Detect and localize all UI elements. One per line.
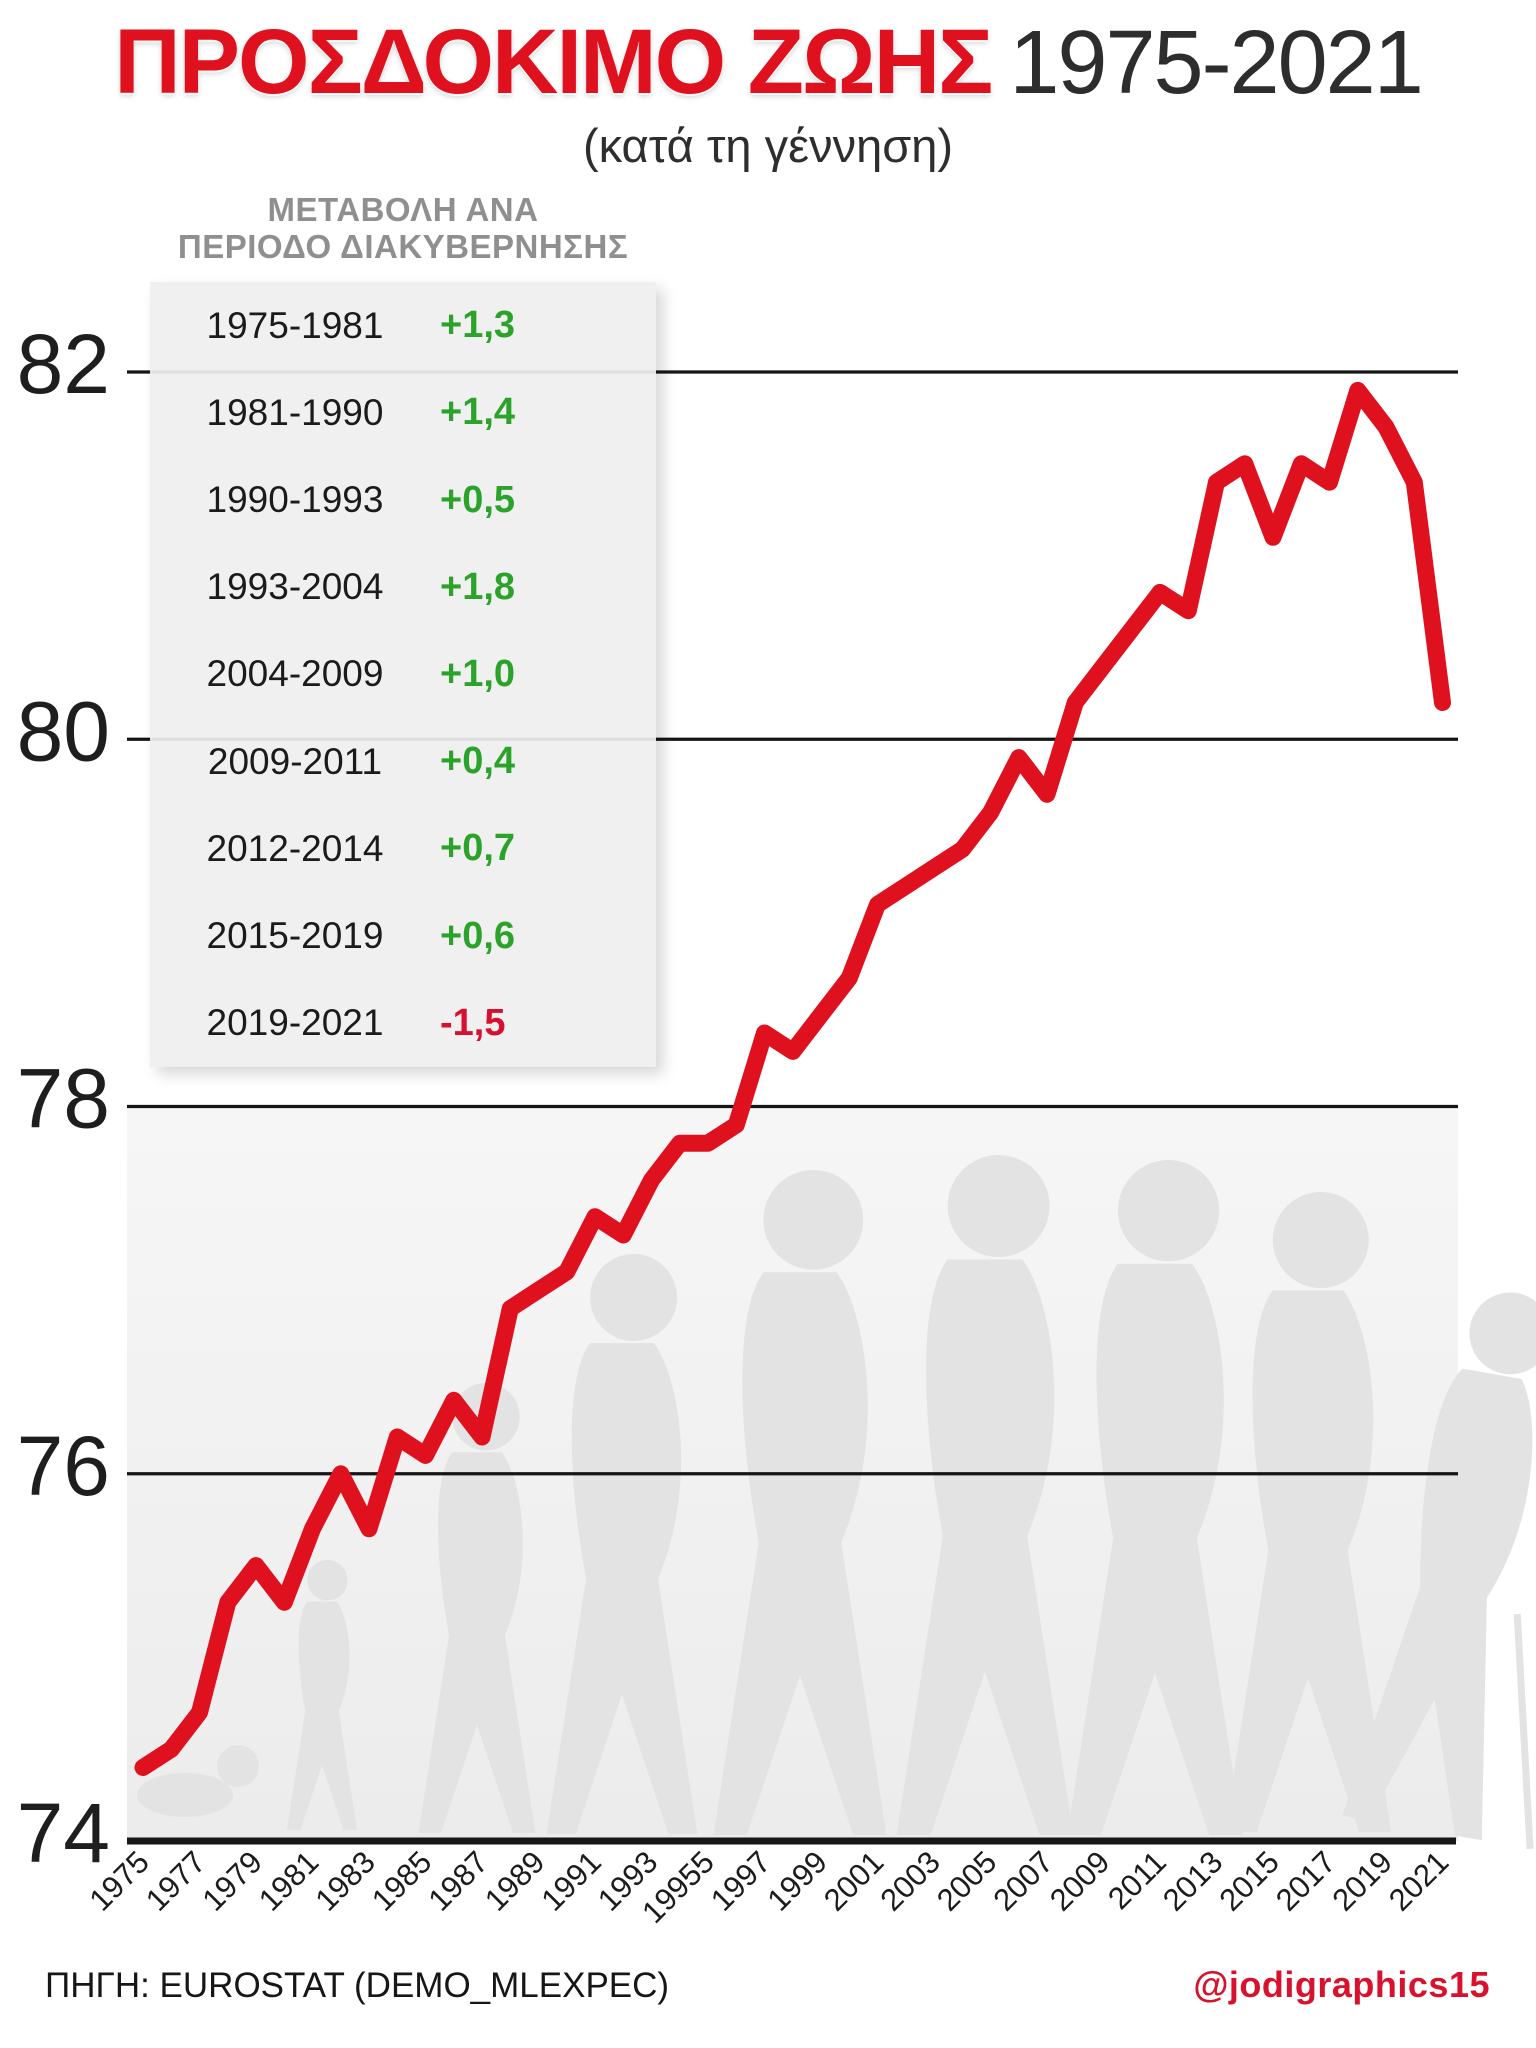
x-tick-label: 1999 (760, 1844, 834, 1918)
change-value: +0,6 (440, 914, 516, 957)
subtitle: (κατά τη γέννηση) (582, 119, 954, 172)
x-tick-label: 2001 (817, 1844, 891, 1918)
x-tick-label: 2021 (1382, 1844, 1456, 1918)
change-value: +1,3 (440, 304, 516, 347)
x-tick-label: 2009 (1043, 1844, 1117, 1918)
period-label: 2019-2021 (206, 1002, 384, 1044)
x-tick-labels: 1975197719791981198319851987198919911993… (82, 1844, 1455, 1930)
change-value: +0,5 (440, 478, 516, 521)
x-tick-label: 1979 (195, 1844, 269, 1918)
period-label: 2015-2019 (206, 915, 384, 957)
x-tick-label: 1981 (252, 1844, 326, 1918)
x-tick-label: 1987 (421, 1844, 495, 1918)
table-row: 2004-2009 +1,0 (150, 631, 656, 718)
x-tick-label: 1997 (704, 1844, 778, 1918)
legend-header-line1: ΜΕΤΑΒΟΛΗ ΑΝΑ (267, 191, 539, 228)
table-row: 1990-1993 +0,5 (150, 456, 656, 543)
x-tick-label: 1989 (478, 1844, 552, 1918)
change-value: +1,4 (440, 391, 516, 434)
change-value: +0,4 (440, 740, 516, 783)
y-tick-label: 82 (17, 317, 110, 411)
legend-header-line2: ΠΕΡΙΟΔΟ ΔΙΑΚΥΒΕΡΝΗΣΗΣ (177, 227, 629, 265)
period-label: 2009-2011 (207, 740, 383, 782)
table-row: 2015-2019 +0,6 (150, 893, 656, 980)
x-tick-label: 2003 (873, 1844, 947, 1918)
x-tick-label: 1985 (365, 1844, 439, 1918)
x-tick-label: 2019 (1325, 1844, 1399, 1918)
age-silhouettes (137, 1155, 1536, 1850)
table-row: 1993-2004 +1,8 (150, 544, 656, 631)
title-main: ΠΡΟΣΔΟΚΙΜΟ ΖΩΗΣ (114, 11, 993, 113)
credit-handle: @jodigraphics15 (1193, 1964, 1490, 2005)
page-title: ΠΡΟΣΔΟΚΙΜΟ ΖΩΗΣ 1975-2021 (0, 10, 1536, 115)
change-value: +1,8 (440, 565, 516, 608)
y-tick-labels: 74 76 78 80 82 (17, 317, 110, 1880)
y-tick-label: 74 (17, 1786, 110, 1880)
period-label: 1975-1981 (206, 304, 384, 346)
y-tick-label: 80 (17, 684, 110, 778)
period-label: 2004-2009 (206, 653, 384, 695)
period-label: 1993-2004 (206, 566, 384, 608)
x-tick-label: 2015 (1212, 1844, 1286, 1918)
change-value: -1,5 (440, 1001, 506, 1044)
x-tick-label: 1983 (308, 1844, 382, 1918)
x-tick-label: 2007 (986, 1844, 1060, 1918)
y-tick-label: 76 (17, 1419, 110, 1513)
x-tick-label: 2011 (1101, 1844, 1173, 1916)
period-label: 1990-1993 (206, 479, 384, 521)
x-tick-label: 1991 (534, 1844, 608, 1918)
change-value: +0,7 (440, 827, 516, 870)
period-label: 1981-1990 (206, 391, 384, 433)
x-tick-label: 1977 (139, 1844, 213, 1918)
table-row: 2012-2014 +0,7 (150, 805, 656, 892)
table-row: 1975-1981 +1,3 (150, 282, 656, 369)
change-table: 1975-1981 +1,3 1981-1990 +1,4 1990-1993 … (150, 282, 656, 1067)
table-row: 2009-2011 +0,4 (150, 718, 656, 805)
title-years: 1975-2021 (1009, 13, 1423, 113)
legend-header: ΜΕΤΑΒΟΛΗ ΑΝΑ ΠΕΡΙΟΔΟ ΔΙΑΚΥΒΕΡΝΗΣΗΣ (150, 191, 656, 266)
life-expectancy-line (134, 381, 1451, 1776)
source-note: ΠΗΓΗ: EUROSTAT (DEMO_MLEXPEC) (45, 1966, 670, 2005)
x-tick-label: 2017 (1269, 1844, 1343, 1918)
period-label: 2012-2014 (206, 827, 384, 869)
x-tick-label: 2013 (1156, 1844, 1230, 1918)
table-row: 1981-1990 +1,4 (150, 369, 656, 456)
y-tick-label: 78 (17, 1052, 110, 1146)
table-row: 2019-2021 -1,5 (150, 980, 656, 1067)
change-value: +1,0 (440, 652, 516, 695)
x-tick-label: 2005 (930, 1844, 1004, 1918)
